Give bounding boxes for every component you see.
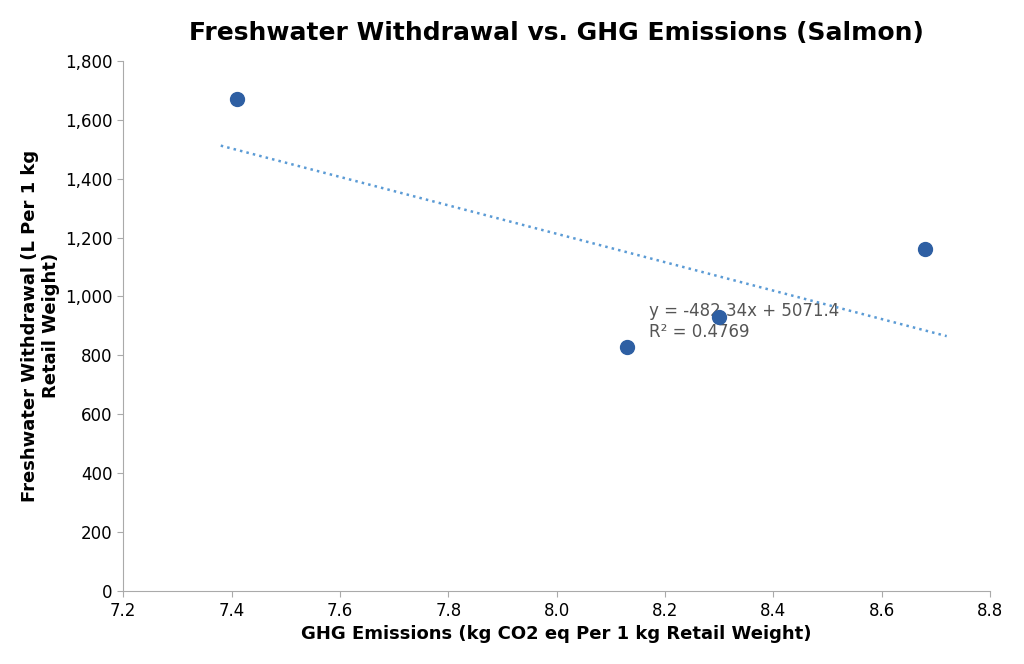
Y-axis label: Freshwater Withdrawal (L Per 1 kg
Retail Weight): Freshwater Withdrawal (L Per 1 kg Retail… <box>20 150 59 502</box>
Point <box>711 312 727 323</box>
Point <box>916 244 933 254</box>
Text: y = -482.34x + 5071.4
R² = 0.4769: y = -482.34x + 5071.4 R² = 0.4769 <box>649 302 839 341</box>
X-axis label: GHG Emissions (kg CO2 eq Per 1 kg Retail Weight): GHG Emissions (kg CO2 eq Per 1 kg Retail… <box>301 625 812 643</box>
Point <box>618 341 635 352</box>
Point <box>228 94 245 104</box>
Title: Freshwater Withdrawal vs. GHG Emissions (Salmon): Freshwater Withdrawal vs. GHG Emissions … <box>189 21 924 45</box>
